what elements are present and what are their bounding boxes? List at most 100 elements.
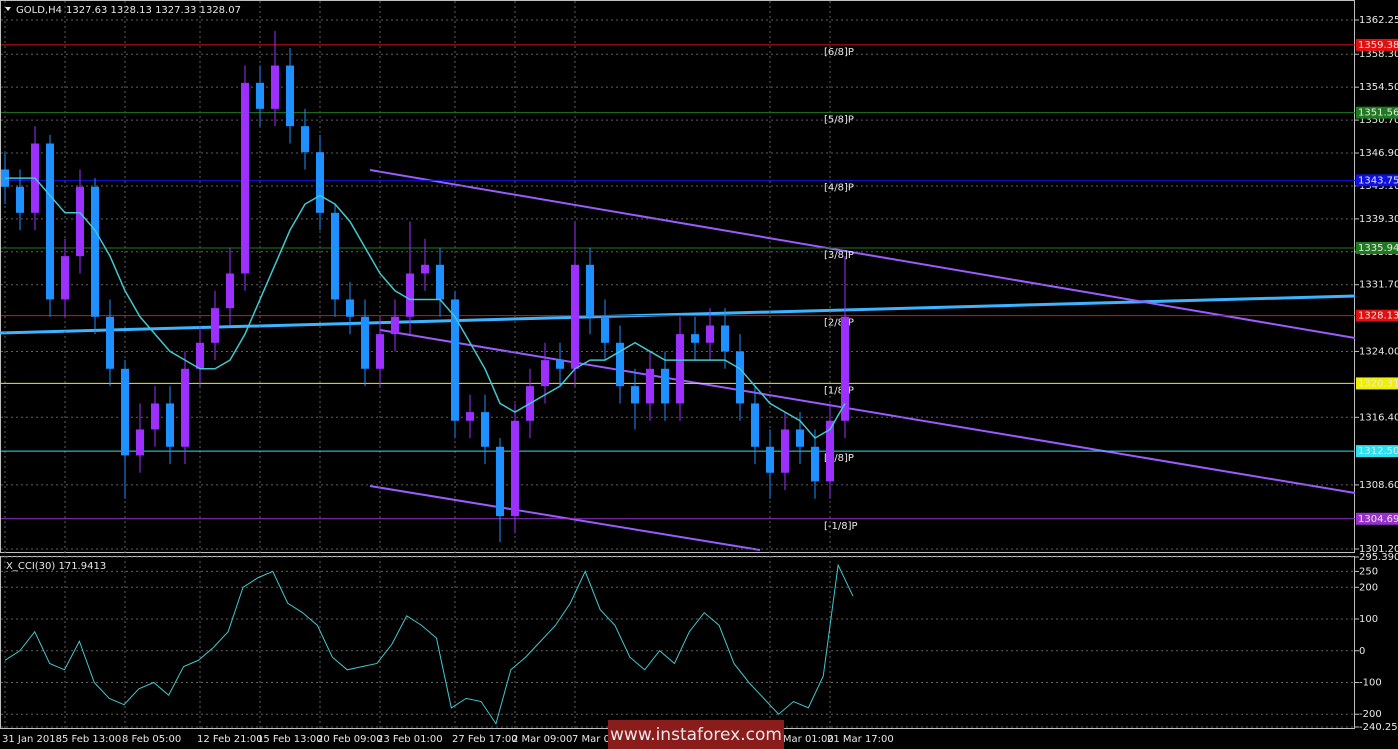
- candle-body: [841, 316, 849, 421]
- watermark: www.instaforex.com: [610, 725, 782, 745]
- candle-body: [586, 264, 594, 317]
- candle-body: [181, 368, 189, 447]
- candle-body: [286, 65, 294, 127]
- y-tick-label: 0: [1359, 646, 1365, 657]
- x-tick-label: 23 Feb 01:00: [377, 734, 443, 745]
- candle-body: [166, 403, 174, 447]
- level-tag: [3/8]P: [824, 250, 854, 261]
- level-tag: [1/8]P: [824, 385, 854, 396]
- candle-body: [571, 264, 579, 369]
- candle-body: [46, 143, 54, 300]
- candle-body: [151, 403, 159, 430]
- level-price-box: [1356, 377, 1398, 390]
- candle-body: [316, 152, 324, 213]
- level-tag: [2/8]P: [824, 318, 854, 329]
- candle-body: [766, 446, 774, 473]
- channel-line: [369, 485, 761, 551]
- candle-body: [691, 334, 699, 343]
- y-tick-label: 1346.90: [1359, 148, 1398, 159]
- level-price-box: [1356, 512, 1398, 525]
- moving-average: [5, 177, 846, 440]
- candle-body: [601, 316, 609, 343]
- candle-body: [91, 186, 99, 317]
- candle-body: [301, 126, 309, 153]
- trend-line: [0, 294, 1356, 335]
- level-tag: [4/8]P: [824, 182, 854, 193]
- candle-body: [706, 325, 714, 343]
- candle-body: [271, 65, 279, 109]
- level-price: 1335.94: [1358, 243, 1398, 254]
- level-price: 1320.31: [1358, 378, 1398, 389]
- candle-body: [481, 412, 489, 447]
- candle-body: [676, 334, 684, 404]
- candle-body: [406, 273, 414, 317]
- candle-body: [796, 429, 804, 447]
- candle-body: [826, 420, 834, 482]
- candle-body: [241, 82, 249, 274]
- y-tick-label: 250: [1359, 566, 1378, 577]
- y-tick-label: 1339.30: [1359, 214, 1398, 225]
- x-tick-label: 19 Mar 01:00: [767, 734, 834, 745]
- x-tick-label: 12 Feb 21:00: [197, 734, 263, 745]
- y-tick-label: 1308.60: [1359, 480, 1398, 491]
- candle-body: [196, 342, 204, 369]
- candle-body: [556, 360, 564, 369]
- candle-body: [811, 446, 819, 482]
- channel-line: [379, 329, 1356, 494]
- level-price-box: [1356, 174, 1398, 187]
- level-tag: [-1/8]P: [824, 521, 858, 532]
- candle-body: [331, 212, 339, 300]
- y-tick-label: 1362.25: [1359, 15, 1398, 26]
- candle-body: [256, 82, 264, 109]
- symbol: GOLD,H4: [16, 5, 62, 16]
- level-tag: [0/8]P: [824, 453, 854, 464]
- cci-line: [4, 563, 854, 725]
- candle-body: [61, 256, 69, 300]
- x-tick-label: 8 Feb 05:00: [122, 734, 181, 745]
- level-price-box: [1356, 309, 1398, 322]
- candle-body: [211, 308, 219, 343]
- candle-body: [496, 446, 504, 517]
- y-tick-label: 200: [1359, 582, 1378, 593]
- y-tick-label: 295.3903: [1359, 552, 1398, 563]
- candle-body: [361, 316, 369, 369]
- level-price: 1343.75: [1358, 175, 1398, 186]
- y-tick-label: 1301.20: [1359, 544, 1398, 555]
- y-tick-label: 1354.50: [1359, 82, 1398, 93]
- candle-body: [541, 360, 549, 387]
- candle-body: [466, 412, 474, 421]
- trend-lines: [0, 169, 1356, 551]
- candle-body: [76, 186, 84, 257]
- x-tick-label: 21 Mar 17:00: [827, 734, 894, 745]
- candle-body: [721, 325, 729, 352]
- x-tick-label: 15 Feb 13:00: [257, 734, 323, 745]
- y-tick-label: 1331.70: [1359, 280, 1398, 291]
- candle-body: [451, 299, 459, 421]
- x-tick-label: 5 Feb 13:00: [62, 734, 121, 745]
- y-tick-label: 100: [1359, 614, 1378, 625]
- level-price-box: [1356, 445, 1398, 458]
- candle-body: [16, 186, 24, 213]
- level-price: 1312.50: [1358, 446, 1398, 457]
- cci-title: X_CCI(30) 171.9413: [6, 561, 106, 572]
- candle-body: [751, 403, 759, 447]
- y-tick-label: 1358.30: [1359, 49, 1398, 60]
- level-price: 1304.69: [1358, 514, 1398, 525]
- price-panel-frame: [0, 0, 1355, 553]
- candle-body: [226, 273, 234, 309]
- x-tick-label: 7 Mar 01:00: [572, 734, 632, 745]
- x-tick-label: 2 Mar 09:00: [512, 734, 572, 745]
- level-tag: [6/8]P: [824, 47, 854, 58]
- y-tick-label: -200: [1359, 709, 1382, 720]
- channel-line: [369, 169, 1356, 339]
- y-tick-label: -240.25: [1359, 722, 1398, 733]
- candle-body: [511, 420, 519, 517]
- candle-body: [136, 429, 144, 456]
- y-tick-label: 1350.70: [1359, 115, 1398, 126]
- candle-body: [121, 368, 129, 456]
- level-price: 1328.13: [1358, 311, 1398, 322]
- level-price: 1359.38: [1358, 40, 1398, 51]
- x-tick-label: 20 Feb 09:00: [317, 734, 383, 745]
